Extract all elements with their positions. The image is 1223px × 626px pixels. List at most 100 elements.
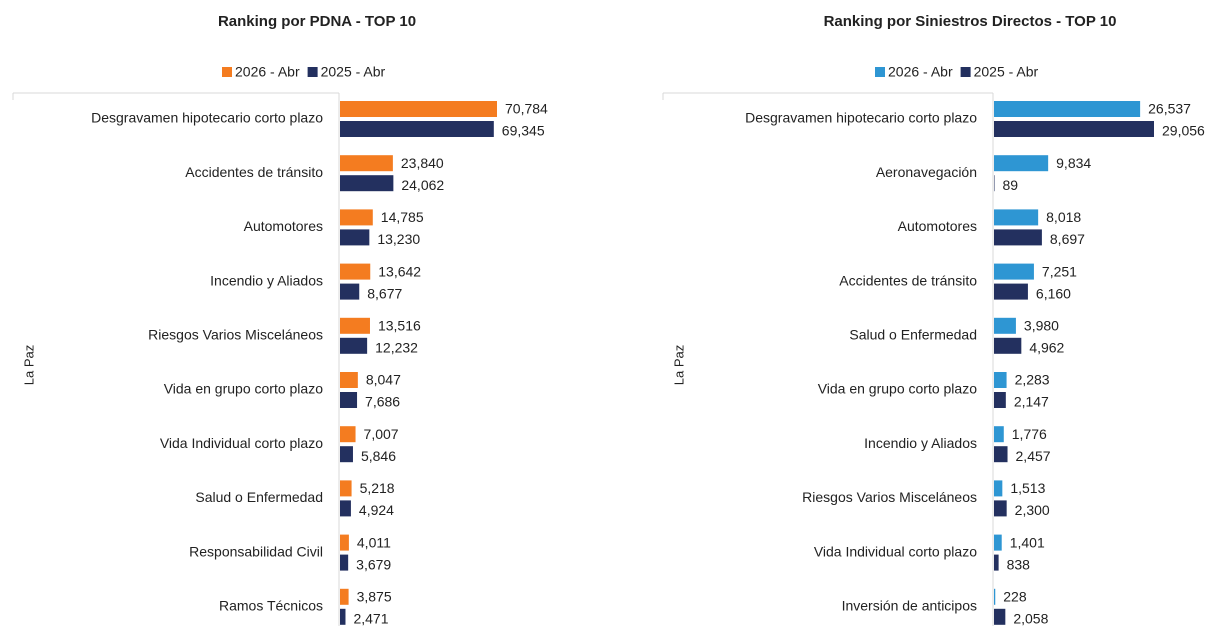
bar — [994, 263, 1034, 280]
bar — [994, 121, 1154, 137]
category-label: Desgravamen hipotecario corto plazo — [745, 110, 977, 126]
bar — [994, 101, 1141, 117]
bar — [994, 372, 1007, 388]
value-label: 7,007 — [364, 426, 399, 442]
value-label: 12,232 — [375, 340, 418, 356]
category-label: Vida en grupo corto plazo — [818, 381, 978, 397]
value-label: 9,834 — [1056, 155, 1091, 171]
value-label: 13,230 — [377, 231, 420, 247]
value-label: 8,018 — [1046, 209, 1081, 225]
bar — [340, 337, 368, 354]
value-label: 7,251 — [1042, 263, 1077, 279]
y-axis-label: La Paz — [671, 345, 686, 385]
bar — [994, 209, 1039, 226]
value-label: 8,697 — [1050, 231, 1085, 247]
value-label: 4,924 — [359, 502, 394, 518]
bar — [994, 426, 1004, 443]
chart-title: Ranking por Siniestros Directos - TOP 10 — [824, 13, 1117, 30]
legend-swatch — [875, 67, 885, 77]
value-label: 8,047 — [366, 372, 401, 388]
category-label: Accidentes de tránsito — [185, 164, 323, 180]
legend-swatch — [307, 67, 318, 77]
value-label: 3,980 — [1024, 318, 1059, 334]
value-label: 2,147 — [1014, 394, 1049, 410]
value-label: 13,642 — [378, 263, 421, 279]
value-label: 89 — [1002, 177, 1018, 193]
value-label: 8,677 — [367, 285, 402, 301]
value-label: 14,785 — [381, 209, 424, 225]
bar — [994, 283, 1028, 300]
value-label: 26,537 — [1148, 101, 1191, 117]
bar — [340, 263, 371, 280]
value-label: 1,513 — [1010, 480, 1045, 496]
bar — [340, 209, 373, 226]
bar — [340, 101, 497, 117]
value-label: 29,056 — [1162, 123, 1205, 139]
value-label: 838 — [1007, 556, 1031, 572]
bar — [340, 121, 494, 137]
bar — [340, 608, 346, 625]
value-label: 23,840 — [401, 155, 444, 171]
value-label: 2,457 — [1016, 448, 1051, 464]
value-label: 4,962 — [1029, 340, 1064, 356]
bar — [994, 534, 1002, 551]
bar — [340, 426, 356, 443]
category-label: Salud o Enfermedad — [849, 327, 977, 343]
value-label: 1,401 — [1010, 534, 1045, 550]
bar — [340, 392, 358, 408]
category-label: Riesgos Varios Misceláneos — [802, 489, 977, 505]
value-label: 2,300 — [1015, 502, 1050, 518]
category-label: Vida Individual corto plazo — [160, 435, 323, 451]
bar — [994, 588, 996, 605]
legend-label: 2026 - Abr — [888, 64, 953, 80]
legend-swatch — [960, 67, 971, 77]
bar — [340, 480, 352, 497]
bar — [340, 588, 349, 605]
value-label: 6,160 — [1036, 285, 1071, 301]
value-label: 1,776 — [1012, 426, 1047, 442]
bar — [340, 500, 351, 517]
value-label: 3,875 — [357, 589, 392, 605]
category-label: Automotores — [898, 218, 977, 234]
bar — [340, 155, 393, 172]
category-label: Accidentes de tránsito — [839, 272, 977, 288]
value-label: 2,283 — [1015, 372, 1050, 388]
value-label: 3,679 — [356, 556, 391, 572]
value-label: 228 — [1003, 589, 1027, 605]
bar — [340, 372, 358, 388]
bar — [994, 155, 1049, 172]
value-label: 5,218 — [360, 480, 395, 496]
bar — [994, 480, 1003, 497]
bar — [340, 534, 349, 551]
y-axis-label: La Paz — [21, 345, 36, 385]
bar — [340, 317, 370, 334]
bar — [994, 500, 1007, 517]
value-label: 4,011 — [357, 534, 391, 550]
value-label: 2,471 — [353, 611, 388, 626]
value-label: 5,846 — [361, 448, 396, 464]
legend-label: 2025 - Abr — [321, 64, 386, 80]
category-label: Automotores — [244, 218, 323, 234]
category-label: Vida en grupo corto plazo — [164, 381, 324, 397]
bar — [994, 554, 999, 571]
legend-label: 2026 - Abr — [235, 64, 300, 80]
legend-swatch — [222, 67, 232, 77]
category-label: Ramos Técnicos — [219, 598, 323, 614]
category-label: Vida Individual corto plazo — [814, 543, 977, 559]
legend-label: 2025 - Abr — [974, 64, 1039, 80]
bar — [340, 446, 353, 463]
category-label: Aeronavegación — [876, 164, 977, 180]
category-label: Inversión de anticipos — [842, 598, 977, 614]
category-label: Incendio y Aliados — [210, 272, 323, 288]
bar — [340, 175, 394, 192]
value-label: 7,686 — [365, 394, 400, 410]
bar — [994, 229, 1042, 246]
value-label: 24,062 — [401, 177, 444, 193]
bar — [994, 337, 1022, 354]
bar — [340, 554, 349, 571]
bar — [340, 229, 370, 246]
value-label: 13,516 — [378, 318, 421, 334]
category-label: Incendio y Aliados — [864, 435, 977, 451]
bar — [994, 446, 1008, 463]
value-label: 2,058 — [1013, 611, 1048, 626]
